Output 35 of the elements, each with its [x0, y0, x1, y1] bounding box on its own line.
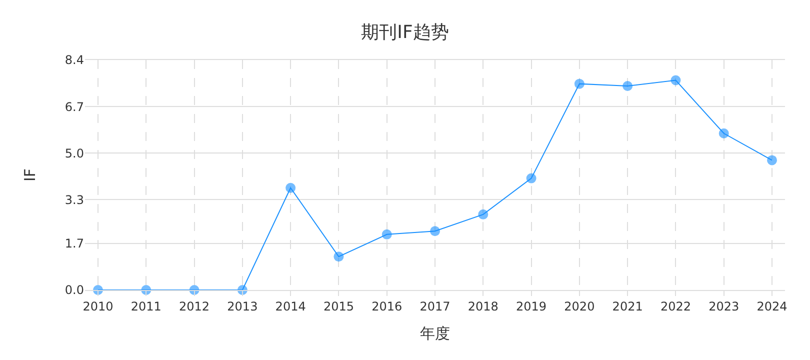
y-tick-label: 1.7: [64, 236, 84, 251]
y-tick-label: 5.0: [64, 146, 84, 160]
x-tick-label: 2020: [564, 299, 595, 314]
point: [286, 182, 296, 193]
x-tick-label: 2012: [179, 299, 210, 314]
y-tick-label: 3.3: [64, 192, 84, 207]
x-tick-label: 2024: [756, 299, 788, 314]
point: [478, 209, 488, 220]
point: [334, 252, 344, 262]
x-tick-label: 2011: [130, 299, 162, 314]
x-tick-label: 2018: [468, 299, 498, 314]
x-tick-label: 2014: [275, 299, 306, 314]
y-tick-label: 6.7: [64, 100, 84, 114]
point: [430, 226, 440, 236]
x-tick-label: 2016: [372, 299, 402, 314]
point: [718, 128, 729, 138]
x-tick-label: 2022: [660, 299, 691, 314]
y-axis-title: IF: [21, 168, 40, 182]
point: [574, 78, 584, 89]
x-tick-label: 2023: [708, 299, 740, 314]
x-axis-title: 年度: [420, 324, 450, 342]
point: [670, 75, 681, 86]
chart-title: 期刊IF趋势: [361, 22, 449, 43]
y-tick-label: 8.4: [64, 53, 84, 68]
point: [622, 81, 633, 92]
point: [526, 173, 536, 184]
point: [382, 229, 392, 240]
y-tick-label: 0.0: [64, 283, 84, 298]
x-tick-label: 2017: [420, 299, 450, 314]
x-tick-label: 2019: [516, 299, 547, 314]
x-tick-label: 2015: [323, 299, 354, 314]
x-tick-label: 2010: [82, 299, 114, 314]
x-tick-label: 2021: [612, 299, 643, 314]
x-tick-label: 2013: [227, 299, 258, 314]
point: [767, 155, 777, 166]
